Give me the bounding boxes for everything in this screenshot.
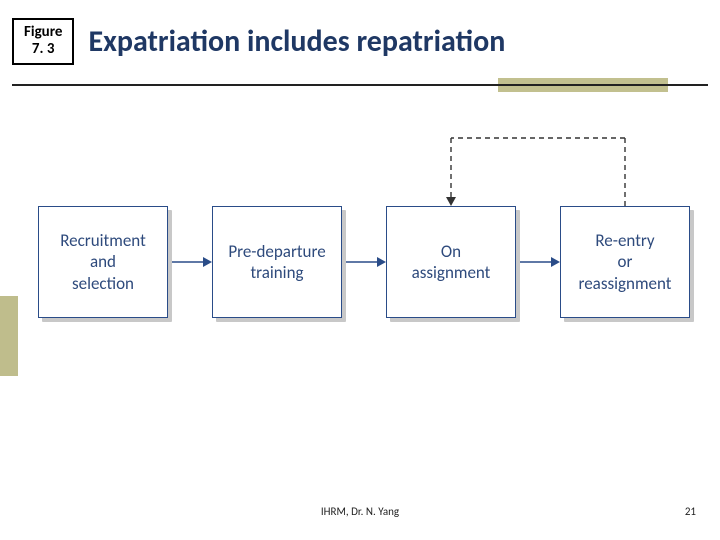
header: Figure 7. 3 Expatriation includes repatr… (12, 18, 708, 65)
arrow-head-icon (377, 257, 386, 267)
page-number: 21 (685, 505, 696, 518)
flow-diagram: RecruitmentandselectionPre-departuretrai… (30, 118, 690, 358)
page-title: Expatriation includes repatriation (88, 23, 505, 60)
side-accent-bar (0, 296, 18, 376)
figure-label-num: 7. 3 (24, 41, 62, 58)
arrow-head-icon (203, 257, 212, 267)
figure-label-box: Figure 7. 3 (12, 18, 74, 65)
horizontal-rule (12, 84, 708, 86)
title-underline (12, 78, 708, 92)
footer-text: IHRM, Dr. N. Yang (0, 505, 720, 518)
figure-label-word: Figure (24, 24, 62, 41)
arrow-head-icon (446, 197, 456, 206)
arrow-head-icon (551, 257, 560, 267)
arrows-layer (30, 118, 690, 358)
